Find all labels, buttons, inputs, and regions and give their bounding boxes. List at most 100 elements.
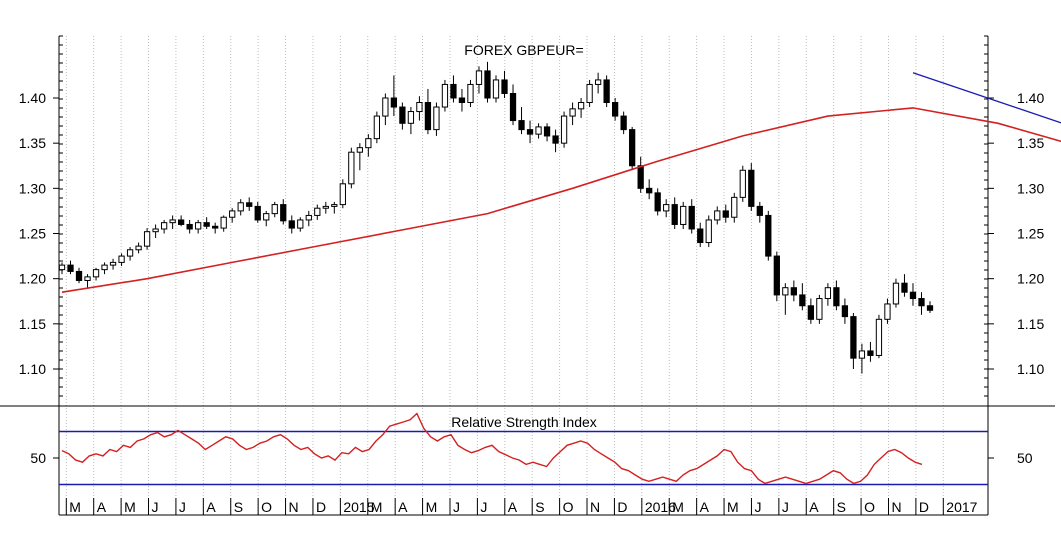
- candle-up: [271, 204, 278, 215]
- candle-down: [203, 222, 210, 227]
- candle-up: [160, 222, 168, 230]
- candle-down: [611, 102, 619, 117]
- rsi-line: [61, 412, 923, 485]
- candle-up: [118, 255, 125, 263]
- x-tick-label: S: [234, 499, 243, 515]
- candle-down: [841, 305, 849, 318]
- candle-up: [237, 202, 244, 212]
- x-tick-label: J: [782, 499, 789, 515]
- x-tick-label: S: [535, 499, 544, 515]
- y-tick-label-left: 1.15: [19, 316, 46, 332]
- candle-up: [92, 269, 100, 278]
- candle-up: [305, 214, 312, 221]
- candle-down: [603, 79, 610, 104]
- x-tick-label: M: [124, 499, 136, 515]
- candle-up: [714, 210, 721, 221]
- candle-down: [790, 287, 797, 296]
- candle-down: [280, 204, 287, 222]
- candle-down: [867, 350, 874, 356]
- candle-down: [390, 97, 398, 108]
- y-tick-label-left: 1.10: [19, 361, 46, 377]
- candle-up: [433, 106, 440, 131]
- candle-up: [84, 276, 91, 281]
- x-tick-label: A: [398, 499, 408, 515]
- y-tick-label-right: 1.40: [1017, 90, 1044, 106]
- x-tick-label: A: [700, 499, 710, 515]
- candle-down: [918, 298, 925, 307]
- candle-up: [782, 287, 789, 296]
- candle-up: [365, 138, 372, 149]
- candle-down: [212, 225, 219, 229]
- candle-up: [314, 207, 321, 216]
- y-tick-label-left: 1.25: [19, 226, 46, 242]
- axes: [0, 35, 1055, 516]
- x-tick-label: 2017: [946, 499, 977, 515]
- candle-up: [263, 213, 270, 221]
- candle-down: [697, 228, 704, 244]
- x-tick-label: O: [261, 499, 272, 515]
- x-tick-label: A: [97, 499, 107, 515]
- y-tick-label-right: 1.30: [1017, 180, 1044, 196]
- rsi-tick-label-right: 50: [1017, 450, 1033, 466]
- candle-up: [663, 204, 670, 212]
- chart-title: FOREX GBPEUR=: [464, 42, 583, 58]
- candle-up: [101, 264, 108, 271]
- candle-up: [858, 350, 866, 359]
- candle-down: [424, 102, 432, 131]
- candle-up: [373, 115, 381, 140]
- candle-down: [399, 106, 406, 124]
- candle-up: [220, 216, 227, 229]
- candle-up: [705, 219, 712, 244]
- candle-up: [441, 83, 449, 108]
- candle-down: [773, 255, 780, 296]
- candle-up: [492, 79, 500, 99]
- rsi-panel: [59, 412, 988, 486]
- x-tick-label: N: [891, 499, 901, 515]
- x-tick-label: M: [69, 499, 81, 515]
- candle-down: [722, 210, 729, 218]
- moving-average-line: [61, 107, 1061, 293]
- candle-down: [246, 202, 253, 207]
- y-tick-label-right: 1.35: [1017, 135, 1044, 151]
- candle-up: [407, 111, 415, 124]
- rsi-title: Relative Strength Index: [451, 414, 597, 430]
- candle-down: [620, 115, 627, 131]
- x-tick-label: J: [152, 499, 159, 515]
- candle-up: [109, 261, 117, 266]
- candle-down: [552, 135, 559, 144]
- candle-down: [799, 294, 806, 307]
- candle-up: [195, 222, 202, 230]
- candle-down: [450, 83, 457, 99]
- candle-up: [577, 102, 585, 110]
- candle-up: [382, 97, 389, 117]
- candle-up: [731, 196, 738, 218]
- x-tick-label: O: [864, 499, 875, 515]
- candle-down: [850, 316, 857, 359]
- rsi-tick-label-left: 50: [30, 450, 46, 466]
- candle-down: [526, 129, 534, 135]
- candle-down: [807, 305, 815, 320]
- candle-down: [75, 270, 83, 281]
- candle-up: [331, 204, 338, 207]
- x-tick-label: J: [453, 499, 460, 515]
- candle-down: [756, 205, 763, 216]
- y-tick-label-left: 1.20: [19, 271, 46, 287]
- price-panel: [58, 61, 1061, 374]
- candle-up: [322, 205, 329, 209]
- candle-up: [135, 245, 142, 251]
- y-tick-label-right: 1.10: [1017, 361, 1044, 377]
- candle-up: [816, 298, 823, 320]
- x-tick-label: D: [919, 499, 929, 515]
- x-tick-label: J: [480, 499, 487, 515]
- candle-down: [67, 264, 74, 272]
- x-tick-label: A: [809, 499, 819, 515]
- candle-up: [824, 287, 832, 300]
- candle-up: [892, 282, 900, 305]
- x-tick-label: D: [316, 499, 326, 515]
- candle-up: [884, 303, 891, 320]
- candle-up: [569, 108, 576, 117]
- y-tick-label-right: 1.25: [1017, 226, 1044, 242]
- candle-up: [348, 151, 355, 185]
